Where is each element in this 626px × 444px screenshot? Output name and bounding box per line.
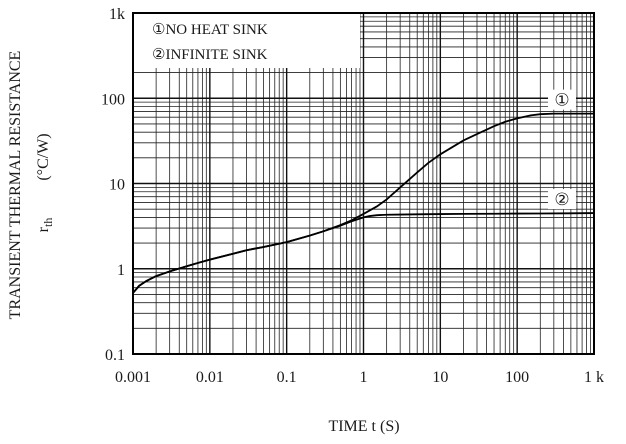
series-marker-label-1: ①	[554, 91, 569, 110]
series-marker-bg	[548, 89, 576, 110]
x-tick-label: 10	[432, 369, 448, 386]
x-tick-label: 1 k	[584, 369, 604, 386]
y-axis-label: TRANSIENT THERMAL RESISTANCE	[7, 51, 24, 320]
legend: ①NO HEAT SINK ②INFINITE SINK	[134, 14, 360, 68]
series-marker-label-2: ②	[554, 190, 569, 209]
y-axis-symbol-group: rth (°C/W)	[35, 133, 55, 232]
y-tick-label: 10	[109, 177, 125, 194]
x-tick-label: 0.01	[196, 369, 224, 386]
legend-entry: ②INFINITE SINK	[152, 47, 268, 63]
series-group: ①②	[132, 89, 595, 294]
x-tick-label: 1	[360, 369, 368, 386]
y-tick-label: 0.1	[105, 347, 125, 364]
series-line-2	[132, 212, 595, 294]
axes: 0.001 0.01 0.1 1 10 100 1 k 0.1 1 10 100 1k	[101, 6, 604, 386]
y-axis-unit: (°C/W)	[35, 133, 52, 180]
x-tick-label: 100	[505, 369, 529, 386]
x-tick-label: 0.001	[115, 369, 151, 386]
y-tick-label: 1	[117, 262, 125, 279]
x-axis-label: TIME t (S)	[328, 418, 399, 435]
series-marker-bg	[548, 189, 576, 210]
grid	[132, 12, 595, 355]
y-axis-symbol-subscript: th	[41, 218, 55, 227]
plot-frame	[132, 12, 595, 355]
y-tick-label: 100	[101, 91, 125, 108]
legend-entry: ①NO HEAT SINK	[152, 22, 268, 38]
svg-text:rth: rth	[35, 218, 55, 233]
legend-box	[134, 14, 360, 68]
y-axis-symbol: r	[35, 226, 52, 232]
y-tick-label: 1k	[109, 6, 125, 23]
x-tick-label: 0.1	[277, 369, 297, 386]
